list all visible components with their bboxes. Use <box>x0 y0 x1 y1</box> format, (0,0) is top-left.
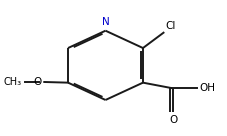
Text: CH₃: CH₃ <box>3 77 22 87</box>
Text: O: O <box>168 115 177 125</box>
Text: O: O <box>34 77 42 87</box>
Text: OH: OH <box>198 83 214 93</box>
Text: Cl: Cl <box>165 21 175 31</box>
Text: N: N <box>101 17 109 27</box>
